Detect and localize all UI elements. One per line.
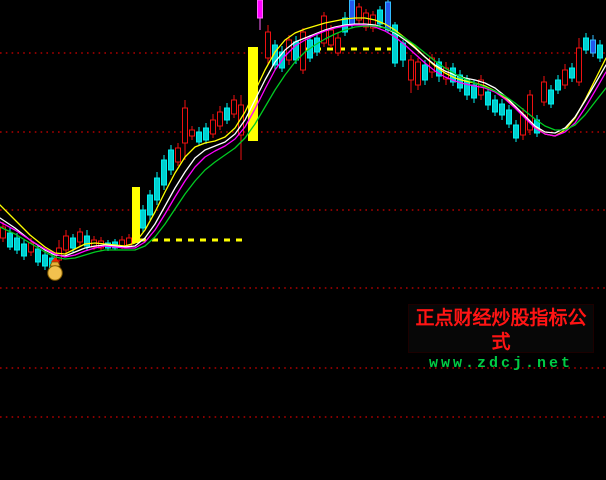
candle-body	[257, 0, 263, 19]
candle-body	[548, 89, 554, 105]
candle-body	[363, 12, 369, 28]
candle-body	[569, 67, 575, 79]
candle-body	[583, 37, 589, 51]
candle-body	[175, 147, 181, 163]
candle-body	[576, 47, 582, 83]
candle-body	[392, 24, 398, 64]
candle-body	[422, 64, 428, 81]
candle-body	[349, 0, 355, 26]
ma-magenta-line	[0, 24, 606, 258]
candle-body	[377, 9, 383, 25]
watermark-title: 正点财经炒股指标公式	[415, 308, 587, 353]
candle-body	[35, 248, 41, 263]
candle-body	[196, 131, 202, 143]
candle-body	[210, 119, 216, 135]
candle-body	[238, 104, 244, 136]
candle-body	[224, 107, 230, 121]
candle-body	[555, 79, 561, 91]
candle-body	[370, 14, 376, 29]
candle-body	[140, 209, 146, 229]
candle-body	[506, 109, 512, 125]
candle-body	[7, 232, 13, 248]
money-bag-icon	[47, 257, 63, 281]
candle-body	[265, 31, 271, 59]
candle-body	[590, 39, 596, 54]
candle-body	[70, 237, 76, 249]
candle-body	[492, 99, 498, 113]
candle-body	[217, 111, 223, 127]
candle-body	[42, 254, 48, 267]
candle-body	[231, 99, 237, 115]
candle-body	[154, 177, 160, 201]
watermark-url: www.zdcj.net	[428, 355, 574, 372]
candle-body	[63, 235, 69, 251]
candle-body	[513, 124, 519, 139]
candle-body	[272, 44, 278, 66]
candle-body	[415, 61, 421, 86]
candle-body	[335, 37, 341, 54]
candle-body	[168, 149, 174, 171]
candle-body	[77, 231, 83, 243]
candle-body	[0, 226, 6, 239]
candle-body	[21, 243, 27, 257]
candle-body	[562, 69, 568, 86]
candle-body	[541, 81, 547, 103]
ma-green-line	[0, 25, 606, 260]
candle-body	[471, 84, 477, 99]
candle-body	[597, 44, 603, 59]
candle-body	[161, 159, 167, 186]
candle-body	[499, 103, 505, 116]
candle-body	[147, 194, 153, 216]
candle-body	[14, 237, 20, 251]
candle-body	[408, 59, 414, 81]
candle-body	[182, 107, 188, 144]
ma-yellow-line	[0, 17, 606, 255]
candle-body	[356, 6, 362, 21]
candle-body	[203, 127, 209, 141]
candle-body	[84, 235, 90, 247]
candle-body	[485, 91, 491, 106]
yellow-signal-bar	[132, 187, 140, 243]
watermark-box: 正点财经炒股指标公式 www.zdcj.net	[408, 304, 594, 372]
candle-body	[189, 129, 195, 137]
